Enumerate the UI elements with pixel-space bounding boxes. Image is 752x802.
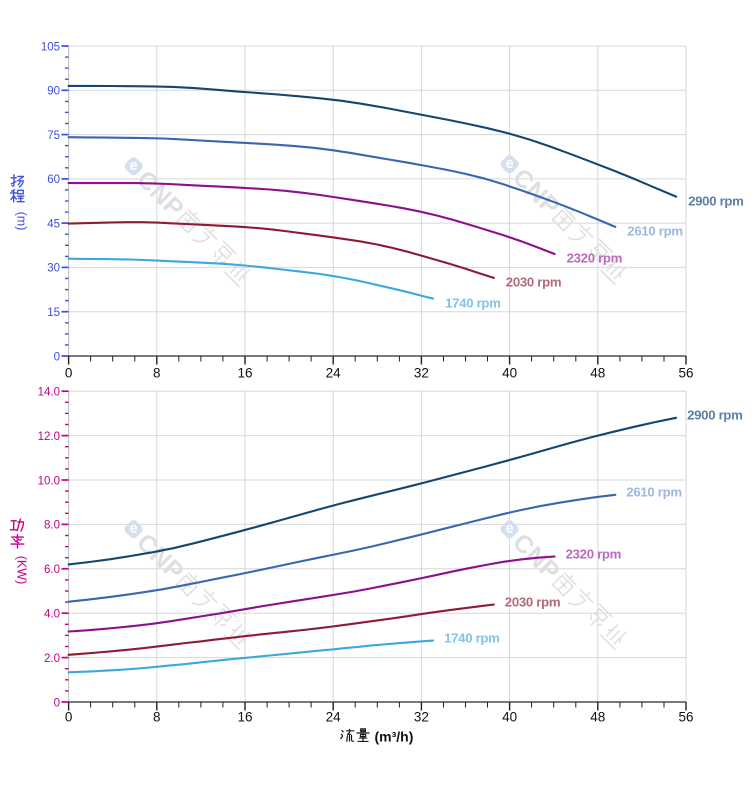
svg-text:45: 45: [47, 218, 60, 230]
svg-text:1740 rpm: 1740 rpm: [444, 630, 500, 645]
svg-text:1740 rpm: 1740 rpm: [445, 295, 501, 310]
svg-text:0: 0: [65, 710, 73, 725]
svg-text:10.0: 10.0: [38, 475, 60, 487]
svg-text:(m): (m): [15, 212, 29, 231]
svg-text:40: 40: [502, 366, 517, 381]
svg-text:2.0: 2.0: [44, 653, 60, 665]
svg-text:105: 105: [41, 41, 60, 53]
svg-text:e: e: [506, 156, 514, 172]
svg-text:16: 16: [237, 710, 252, 725]
svg-text:60: 60: [47, 174, 60, 186]
svg-text:24: 24: [326, 710, 342, 725]
svg-text:32: 32: [414, 366, 429, 381]
svg-text:14.0: 14.0: [38, 387, 60, 399]
svg-text:2610 rpm: 2610 rpm: [626, 485, 682, 500]
svg-text:0: 0: [54, 351, 60, 363]
svg-text:8: 8: [153, 366, 161, 381]
svg-text:0: 0: [54, 697, 60, 709]
svg-text:24: 24: [326, 366, 342, 381]
svg-text:2900 rpm: 2900 rpm: [687, 408, 743, 423]
svg-text:4.0: 4.0: [44, 609, 60, 621]
svg-text:e: e: [130, 521, 138, 537]
svg-text:6.0: 6.0: [44, 564, 60, 576]
svg-text:2320 rpm: 2320 rpm: [566, 546, 622, 561]
svg-text:0: 0: [65, 366, 73, 381]
svg-text:2900 rpm: 2900 rpm: [688, 193, 744, 208]
svg-text:2030 rpm: 2030 rpm: [505, 594, 561, 609]
svg-text:56: 56: [678, 710, 693, 725]
svg-text:40: 40: [502, 710, 517, 725]
svg-text:15: 15: [47, 307, 60, 319]
svg-text:75: 75: [47, 130, 60, 142]
svg-text:48: 48: [590, 366, 605, 381]
svg-text:56: 56: [678, 366, 693, 381]
svg-text:8.0: 8.0: [44, 520, 60, 532]
svg-text:32: 32: [414, 710, 429, 725]
svg-text:30: 30: [47, 263, 60, 275]
svg-text:48: 48: [590, 710, 605, 725]
svg-text:e: e: [506, 521, 514, 537]
svg-text:90: 90: [47, 86, 60, 98]
svg-text:12.0: 12.0: [38, 431, 60, 443]
svg-text:8: 8: [153, 710, 161, 725]
svg-text:16: 16: [237, 366, 252, 381]
svg-text:2610 rpm: 2610 rpm: [627, 224, 683, 239]
svg-text:2030 rpm: 2030 rpm: [506, 275, 562, 290]
svg-text:(KW): (KW): [15, 556, 29, 584]
svg-text:(m³/h): (m³/h): [375, 729, 414, 745]
svg-text:e: e: [130, 158, 138, 174]
svg-text:2320 rpm: 2320 rpm: [567, 251, 623, 266]
